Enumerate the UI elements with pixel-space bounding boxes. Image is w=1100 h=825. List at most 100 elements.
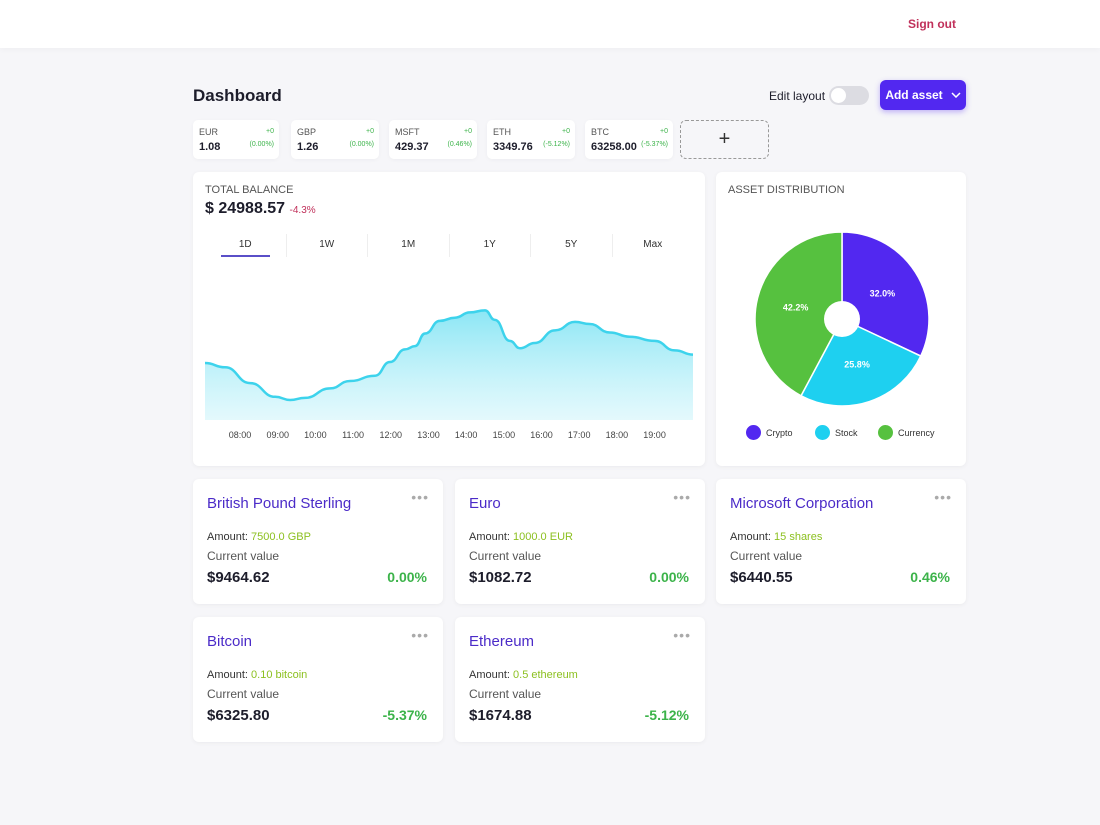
amount-label: Amount: — [730, 531, 771, 543]
asset-amount: Amount: 7500.0 GBP — [207, 531, 311, 543]
balance-line — [204, 309, 694, 402]
asset-card[interactable]: Ethereum ••• Amount: 0.5 ethereum Curren… — [455, 617, 705, 742]
amount-label: Amount: — [207, 531, 248, 543]
amount-value: 1000.0 EUR — [513, 531, 573, 543]
add-asset-label: Add asset — [885, 88, 943, 102]
ticker-btc[interactable]: BTC +0 63258.00 (-5.37%) — [585, 120, 673, 159]
x-tick-label: 14:00 — [455, 430, 478, 440]
asset-card[interactable]: Bitcoin ••• Amount: 0.10 bitcoin Current… — [193, 617, 443, 742]
amount-label: Amount: — [469, 669, 510, 681]
ticker-percent: (0.46%) — [447, 141, 472, 148]
amount-value: 15 shares — [774, 531, 823, 543]
legend-stock[interactable]: Stock — [815, 425, 858, 440]
asset-percent: -5.37% — [382, 707, 427, 723]
ticker-change: +0 — [366, 128, 374, 135]
ticker-price: 63258.00 — [591, 141, 637, 153]
more-options-icon[interactable]: ••• — [673, 489, 691, 505]
ticker-change: +0 — [562, 128, 570, 135]
ticker-change: +0 — [464, 128, 472, 135]
ticker-symbol: MSFT — [395, 127, 420, 137]
more-options-icon[interactable]: ••• — [934, 489, 952, 505]
ticker-change: +0 — [660, 128, 668, 135]
add-ticker-button[interactable]: + — [680, 120, 769, 159]
tab-1w[interactable]: 1W — [287, 234, 368, 257]
more-options-icon[interactable]: ••• — [673, 627, 691, 643]
asset-value: $6440.55 — [730, 569, 793, 586]
total-balance-card: TOTAL BALANCE $ 24988.57 -4.3% 1D 1W 1M … — [193, 172, 705, 466]
asset-percent: 0.46% — [910, 569, 950, 585]
current-value-label: Current value — [730, 549, 803, 563]
amount-value: 7500.0 GBP — [251, 531, 311, 543]
asset-amount: Amount: 0.5 ethereum — [469, 669, 578, 681]
ticker-percent: (-5.12%) — [543, 141, 570, 148]
asset-name: Bitcoin — [207, 633, 253, 650]
asset-amount: Amount: 0.10 bitcoin — [207, 669, 307, 681]
area-fill — [205, 310, 693, 420]
asset-distribution-pie-chart: 32.0% 25.8% 42.2% — [754, 231, 930, 407]
asset-name: Euro — [469, 495, 501, 512]
legend-label: Stock — [835, 427, 858, 438]
ticker-price: 1.26 — [297, 141, 319, 153]
ticker-change: +0 — [266, 128, 274, 135]
tab-max[interactable]: Max — [643, 239, 663, 250]
ticker-symbol: GBP — [297, 127, 317, 137]
pie-slice-currency[interactable] — [754, 231, 843, 397]
total-balance-value: $ 24988.57 -4.3% — [205, 200, 316, 218]
x-tick-label: 09:00 — [266, 430, 289, 440]
top-bar: Sign out — [0, 0, 1100, 48]
more-options-icon[interactable]: ••• — [411, 489, 429, 505]
ticker-percent: (0.00%) — [249, 141, 274, 148]
asset-card[interactable]: British Pound Sterling ••• Amount: 7500.… — [193, 479, 443, 604]
ticker-msft[interactable]: MSFT +0 429.37 (0.46%) — [389, 120, 477, 159]
asset-name: British Pound Sterling — [207, 495, 352, 512]
legend-swatch — [746, 425, 761, 440]
tab-1y[interactable]: 1Y — [450, 234, 531, 257]
asset-value: $9464.62 — [207, 569, 270, 586]
x-tick-label: 12:00 — [380, 430, 403, 440]
balance-amount: $ 24988.57 — [205, 200, 286, 217]
page-title: Dashboard — [193, 86, 282, 105]
x-tick-label: 16:00 — [530, 430, 553, 440]
period-tabs: 1D 1W 1M 1Y 5Y Max — [205, 234, 693, 257]
x-tick-label: 10:00 — [304, 430, 327, 440]
amount-label: Amount: — [469, 531, 510, 543]
chevron-down-icon — [951, 92, 961, 98]
ticker-eth[interactable]: ETH +0 3349.76 (-5.12%) — [487, 120, 575, 159]
amount-value: 0.5 ethereum — [513, 669, 578, 681]
legend-currency[interactable]: Currency — [878, 425, 935, 440]
tab-1m[interactable]: 1M — [368, 234, 450, 257]
more-options-icon[interactable]: ••• — [411, 627, 429, 643]
current-value-label: Current value — [469, 687, 542, 701]
legend-crypto[interactable]: Crypto — [746, 425, 793, 440]
pie-label: 32.0% — [870, 288, 896, 298]
current-value-label: Current value — [207, 687, 280, 701]
asset-card[interactable]: Microsoft Corporation ••• Amount: 15 sha… — [716, 479, 966, 604]
pie-label: 42.2% — [783, 302, 809, 312]
asset-amount: Amount: 15 shares — [730, 531, 822, 543]
x-tick-label: 17:00 — [568, 430, 591, 440]
pie-slice-crypto[interactable] — [841, 231, 930, 358]
ticker-gbp[interactable]: GBP +0 1.26 (0.00%) — [291, 120, 379, 159]
ticker-price: 1.08 — [199, 141, 221, 153]
legend-swatch — [878, 425, 893, 440]
asset-value: $1082.72 — [469, 569, 532, 586]
asset-card[interactable]: Euro ••• Amount: 1000.0 EUR Current valu… — [455, 479, 705, 604]
ticker-eur[interactable]: EUR +0 1.08 (0.00%) — [193, 120, 279, 159]
ticker-symbol: ETH — [493, 127, 511, 137]
ticker-price: 3349.76 — [493, 141, 533, 153]
pie-center-hole — [824, 301, 860, 337]
ticker-percent: (-5.37%) — [641, 141, 668, 148]
balance-area-chart: 08:00 09:00 10:00 11:00 12:00 13:00 14:00 15:00… — [204, 309, 694, 440]
sign-out-link[interactable]: Sign out — [908, 17, 956, 31]
tab-1d[interactable]: 1D — [205, 234, 287, 257]
x-tick-label: 11:00 — [342, 430, 364, 440]
total-balance-label: TOTAL BALANCE — [205, 184, 294, 196]
tab-5y[interactable]: 5Y — [531, 234, 613, 257]
add-asset-button[interactable]: Add asset — [880, 80, 966, 110]
amount-value: 0.10 bitcoin — [251, 669, 308, 681]
edit-layout-toggle[interactable] — [829, 86, 869, 105]
balance-change: -4.3% — [289, 205, 316, 216]
current-value-label: Current value — [207, 549, 280, 563]
ticker-percent: (0.00%) — [349, 141, 374, 148]
x-tick-label: 18:00 — [606, 430, 629, 440]
